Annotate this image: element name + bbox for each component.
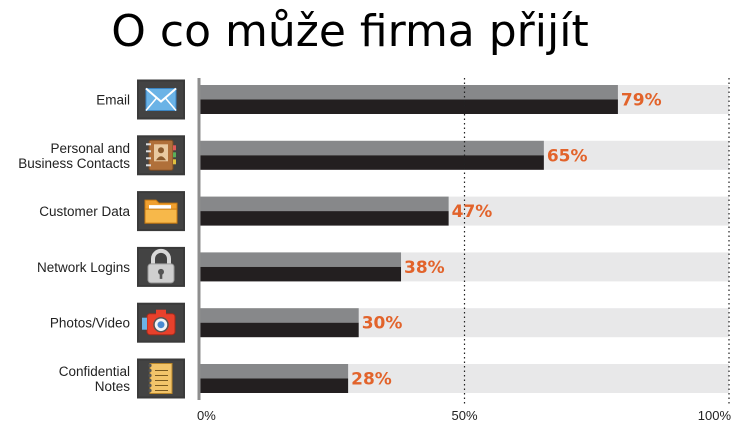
category-label: Customer Data [39,204,130,219]
category-label: Photos/Video [50,316,130,331]
chart-title: O co může firma přijít [111,6,589,57]
category-label: Email [96,93,130,108]
category-label: Network Logins [37,260,130,275]
bar [200,140,544,170]
tick-label: 50% [451,408,477,423]
category-labels: Email Personal and Business Contacts Custom… [18,93,130,395]
x-axis-ticks: 0% 50% 100% [197,408,731,423]
tick-label: 0% [197,408,216,423]
address-book-icon [137,135,185,176]
padlock-icon [137,246,185,287]
camera-icon [137,302,185,343]
category-label: Personal and Business Contacts [18,141,130,171]
bar-tracks [200,85,729,393]
value-label: 30% [362,314,403,334]
category-icons [137,79,185,399]
envelope-icon [137,79,185,120]
gridlines [463,78,730,404]
bar [200,364,349,393]
bar [200,85,618,114]
notepad-icon [137,358,185,399]
bar [200,308,359,338]
bar [200,252,402,282]
value-label: 28% [351,370,392,390]
bars [200,85,618,393]
tick-label: 100% [698,408,732,423]
value-labels: 79% 65% 47% 38% 30% 28% [351,91,661,390]
bar [200,196,449,226]
folder-icon [137,191,185,232]
value-label: 79% [621,91,662,111]
value-label: 65% [547,146,588,166]
value-label: 47% [452,202,493,222]
category-label: Confidential Notes [59,364,131,394]
value-label: 38% [404,258,445,278]
